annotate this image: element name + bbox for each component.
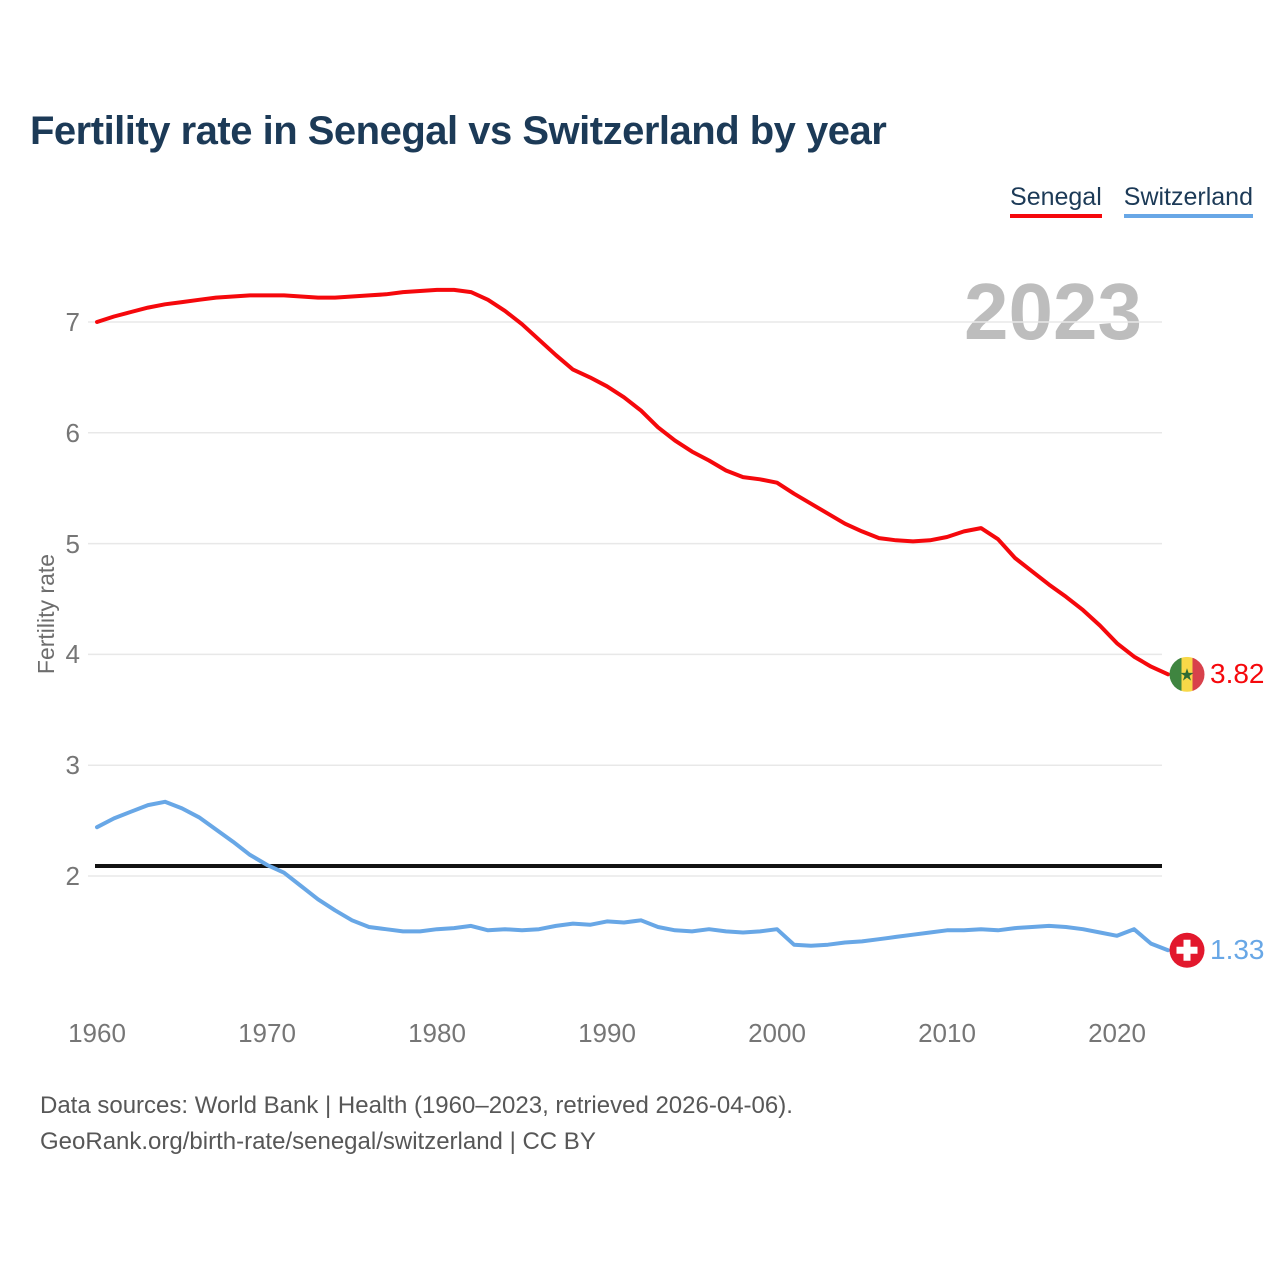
legend-color-bar-switzerland xyxy=(1123,214,1253,218)
y-tick-label: 6 xyxy=(65,417,80,448)
year-watermark: 2023 xyxy=(964,267,1142,356)
legend: Senegal Switzerland xyxy=(1010,184,1253,218)
footer: Data sources: World Bank | Health (1960–… xyxy=(40,1088,793,1160)
fertility-line-chart: ★ xyxy=(88,287,1205,968)
switzerland-flag-icon xyxy=(1169,932,1205,968)
chart-title: Fertility rate in Senegal vs Switzerland… xyxy=(30,109,887,153)
x-tick-label: 1960 xyxy=(68,1018,126,1048)
footer-sources-line: Data sources: World Bank | Health (1960–… xyxy=(40,1092,793,1119)
legend-item-senegal[interactable]: Senegal xyxy=(1010,184,1102,218)
x-tick-label: 1990 xyxy=(578,1018,636,1048)
x-tick-label: 2020 xyxy=(1088,1018,1146,1048)
legend-label-switzerland: Switzerland xyxy=(1123,183,1253,211)
series-line-senegal xyxy=(95,287,1170,677)
legend-color-bar-senegal xyxy=(1010,214,1102,218)
y-tick-label: 7 xyxy=(65,307,80,337)
legend-item-switzerland[interactable]: Switzerland xyxy=(1123,183,1253,218)
y-tick-label: 4 xyxy=(65,639,80,670)
y-axis-title: Fertility rate xyxy=(33,553,59,675)
y-tick-label: 3 xyxy=(65,750,80,781)
y-tick-label: 2 xyxy=(65,861,80,891)
y-tick-label: 5 xyxy=(65,528,80,559)
x-tick-label: 2000 xyxy=(748,1018,806,1048)
x-tick-label: 1970 xyxy=(238,1018,296,1048)
x-tick-label: 2010 xyxy=(918,1018,976,1048)
series-line-switzerland xyxy=(95,799,1170,953)
end-value-label-switzerland: 1.33 xyxy=(1210,934,1265,966)
svg-text:★: ★ xyxy=(1179,665,1194,685)
end-value-label-senegal: 3.82 xyxy=(1210,658,1265,690)
senegal-flag-icon: ★ xyxy=(1169,656,1205,692)
footer-url-line: GeoRank.org/birth-rate/senegal/switzerla… xyxy=(40,1128,596,1155)
x-tick-label: 1980 xyxy=(408,1018,466,1048)
legend-label-senegal: Senegal xyxy=(1010,183,1102,211)
